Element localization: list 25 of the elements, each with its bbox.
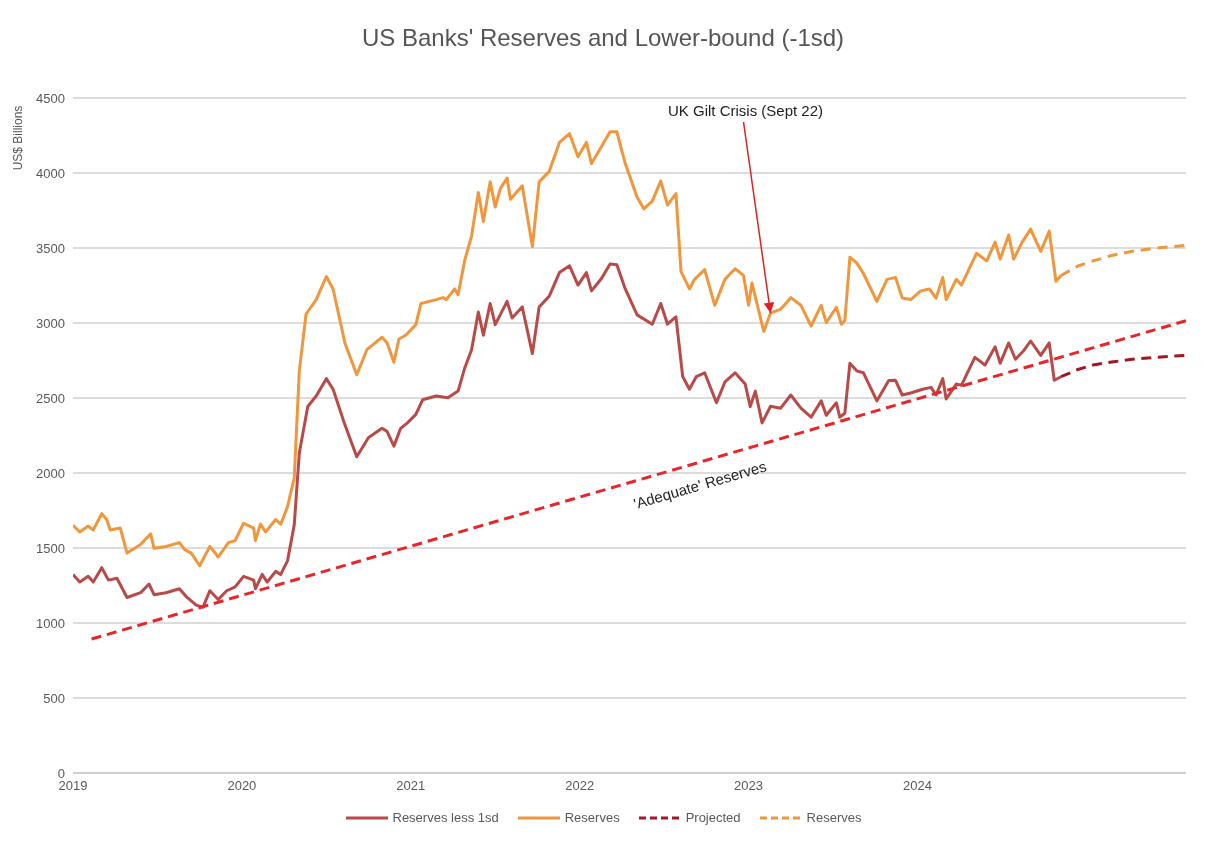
annotation: UK Gilt Crisis (Sept 22) [668, 102, 824, 119]
x-tick-label: 2022 [565, 778, 595, 794]
y-tick-label: 1500 [36, 540, 65, 556]
legend-label: Projected [685, 810, 741, 825]
x-tick-label: 2024 [903, 778, 932, 794]
y-axis-title: US$ Billions [11, 105, 25, 171]
y-tick-label: 3000 [36, 315, 65, 331]
x-tick-label: 2023 [734, 778, 764, 794]
y-tick-label: 500 [43, 690, 65, 706]
legend-label: Reserves [564, 810, 620, 825]
y-tick-label: 0 [57, 765, 65, 781]
line-series [1059, 353, 1186, 379]
x-tick-label: 2021 [396, 778, 426, 794]
chart-title: US Banks' Reserves and Lower-bound (-1sd) [360, 23, 846, 53]
y-tick-label: 1000 [36, 615, 65, 631]
y-tick-label: 3500 [36, 240, 65, 256]
y-tick-label: 4000 [36, 165, 65, 181]
legend-label: Reserves [806, 810, 862, 825]
x-tick-label: 2020 [227, 778, 257, 794]
legend-label: Reserves less 1sd [392, 810, 499, 825]
y-tick-label: 2000 [36, 465, 65, 481]
line-series [73, 262, 1063, 609]
y-tick-label: 4500 [36, 90, 65, 106]
x-tick-label: 2019 [58, 778, 88, 794]
y-tick-label: 2500 [36, 390, 65, 406]
